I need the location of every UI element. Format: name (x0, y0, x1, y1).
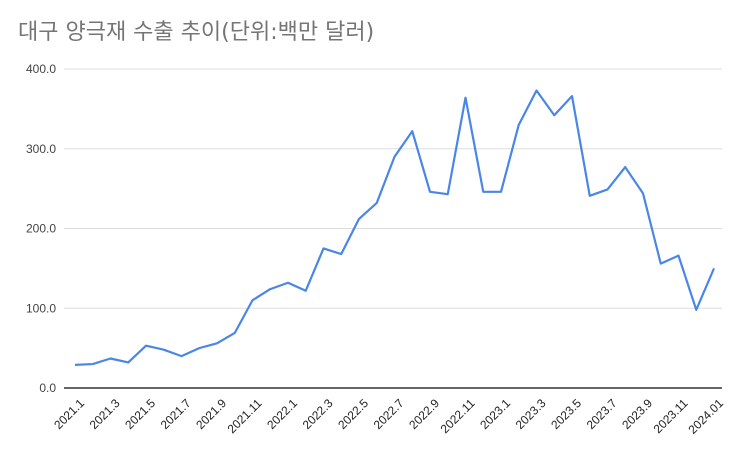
x-tick-label: 2023.1 (477, 396, 513, 432)
x-tick-label: 2021.1 (51, 396, 87, 432)
x-tick-label: 2021.5 (122, 396, 158, 432)
x-tick-label: 2023.11 (651, 396, 691, 436)
x-tick-label: 2023.3 (513, 396, 549, 432)
x-tick-label: 2022.11 (438, 396, 478, 436)
y-tick-label: 400.0 (26, 62, 56, 76)
x-tick-label: 2022.1 (264, 396, 300, 432)
y-tick-label: 300.0 (26, 142, 56, 156)
x-tick-label: 2023.7 (584, 396, 620, 432)
y-tick-label: 100.0 (26, 301, 56, 315)
x-tick-label: 2022.7 (371, 396, 407, 432)
y-tick-label: 0.0 (39, 381, 56, 395)
series-line (74, 89, 716, 366)
chart-title: 대구 양극재 수출 추이(단위:백만 달러) (18, 20, 375, 45)
x-tick-label: 2021.3 (87, 396, 123, 432)
x-tick-label: 2021.11 (225, 396, 265, 436)
x-tick-label: 2024.01 (685, 396, 726, 437)
x-tick-label: 2021.7 (158, 396, 194, 432)
x-tick-label: 2022.5 (335, 396, 371, 432)
x-tick-label: 2023.5 (548, 396, 584, 432)
x-tick-label: 2022.3 (300, 396, 336, 432)
y-tick-label: 200.0 (26, 222, 56, 236)
